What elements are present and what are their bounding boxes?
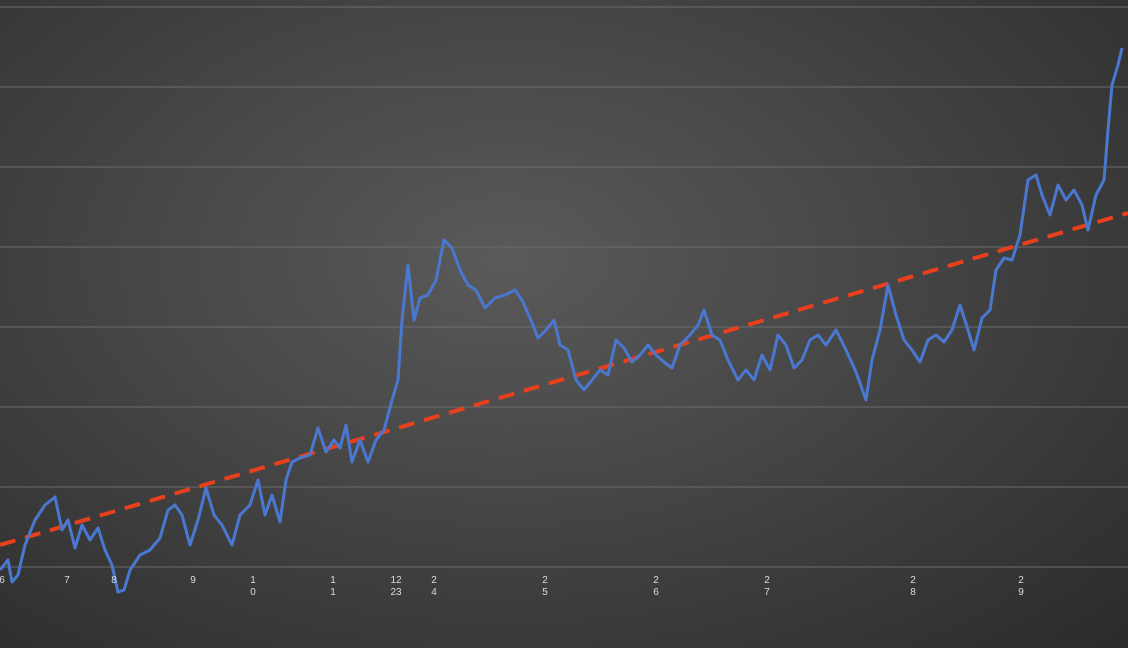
x-tick-label: 12 23 [390,575,402,598]
data-line [0,47,1124,594]
x-tick-label: 8 [111,575,117,586]
x-tick-label: 6 [0,575,5,586]
x-tick-label: 1 0 [250,575,256,598]
x-tick-label: 2 8 [910,575,916,598]
x-tick-label: 2 6 [653,575,659,598]
x-tick-label: 2 4 [431,575,437,598]
x-tick-label: 2 5 [542,575,548,598]
x-tick-label: 9 [190,575,196,586]
x-tick-label: 7 [64,575,70,586]
x-tick-label: 2 9 [1018,575,1024,598]
x-tick-label: 2 7 [764,575,770,598]
trend-line [0,211,1128,547]
x-tick-label: 1 1 [330,575,336,598]
